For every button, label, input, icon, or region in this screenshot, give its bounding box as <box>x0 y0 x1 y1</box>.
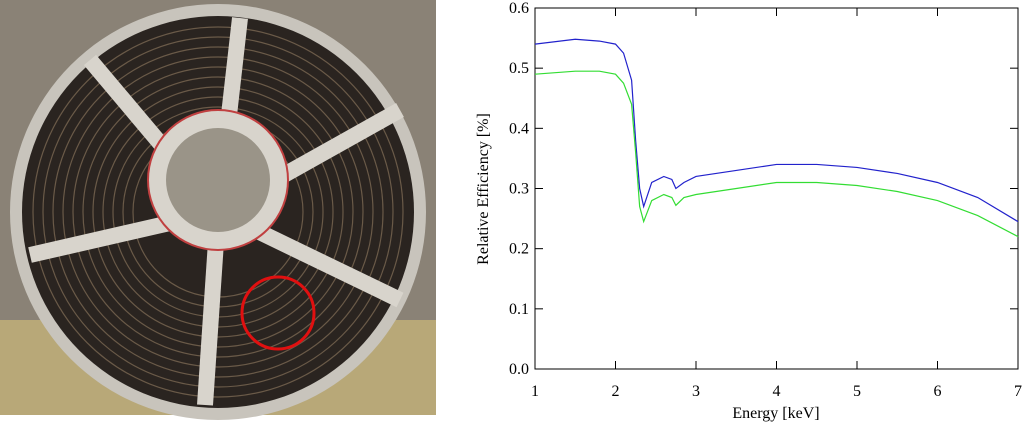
mirror-photo <box>0 0 436 420</box>
y-tick-label: 0.0 <box>509 361 529 378</box>
y-axis-title: Relative Efficiency [%] <box>475 113 492 265</box>
data-line <box>534 70 1019 238</box>
center-disk <box>166 128 270 232</box>
highlight-circle <box>240 275 316 351</box>
x-tick-label: 3 <box>692 383 700 400</box>
x-tick-label: 4 <box>773 383 781 400</box>
x-axis-title: Energy [keV] <box>732 405 819 422</box>
data-line <box>534 38 1019 223</box>
x-tick-label: 2 <box>612 383 620 400</box>
y-tick-label: 0.4 <box>509 120 529 137</box>
y-tick-label: 0.5 <box>509 60 529 77</box>
x-tick-label: 7 <box>1014 383 1022 400</box>
y-tick-label: 0.1 <box>509 301 529 318</box>
x-tick-label: 1 <box>531 383 539 400</box>
x-tick-label: 6 <box>934 383 942 400</box>
plot-frame <box>534 7 1019 370</box>
x-tick-label: 5 <box>853 383 861 400</box>
y-tick-label: 0.6 <box>509 0 529 17</box>
y-tick-label: 0.3 <box>509 181 529 198</box>
y-tick-label: 0.2 <box>509 241 529 258</box>
shell-rings <box>32 26 404 398</box>
